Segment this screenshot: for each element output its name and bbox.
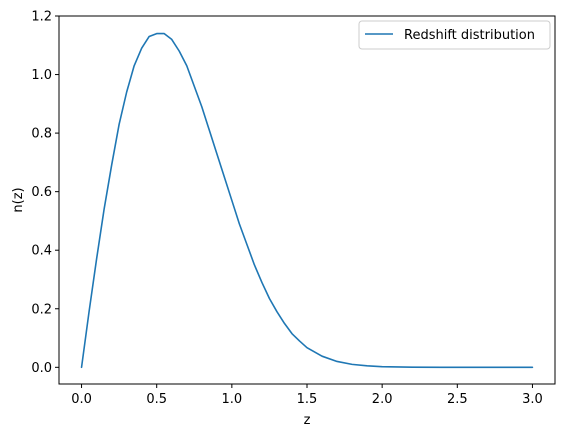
y-tick-label: 0.2	[31, 302, 52, 317]
y-tick-label: 1.0	[31, 68, 52, 83]
y-tick-label: 0.4	[31, 244, 52, 259]
y-tick-label: 0.6	[31, 185, 52, 200]
series-line-redshift-distribution	[80, 32, 534, 369]
legend-box	[358, 20, 551, 50]
x-tick-label: 2.0	[372, 392, 393, 407]
x-axis-label: z	[304, 413, 311, 428]
y-axis-label: n(z)	[11, 187, 26, 212]
y-tick-label: 0.8	[31, 127, 52, 142]
x-axis: 0.0 0.5 1.0 1.5 2.0 2.5 3.0	[71, 384, 543, 407]
y-axis: 0.0 0.2 0.4 0.6 0.8 1.0 1.2	[31, 10, 59, 376]
legend-label: Redshift distribution	[404, 28, 535, 43]
x-tick-label: 0.5	[146, 392, 167, 407]
x-tick-label: 0.0	[71, 392, 92, 407]
x-tick-label: 1.0	[222, 392, 243, 407]
plot-area	[58, 15, 556, 385]
x-tick-label: 2.5	[447, 392, 468, 407]
x-tick-label: 1.5	[297, 392, 318, 407]
y-tick-label: 1.2	[31, 10, 52, 25]
x-tick-label: 3.0	[522, 392, 543, 407]
legend: Redshift distribution	[358, 20, 551, 50]
y-tick-label: 0.0	[31, 361, 52, 376]
